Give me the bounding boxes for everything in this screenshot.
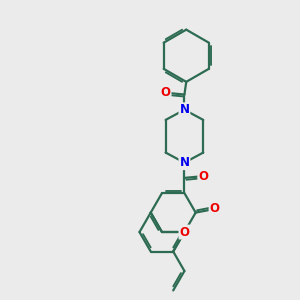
Text: O: O: [160, 86, 171, 99]
Text: O: O: [209, 202, 220, 215]
Text: N: N: [179, 103, 189, 116]
Text: O: O: [179, 226, 189, 238]
Text: N: N: [179, 156, 189, 169]
Text: O: O: [198, 169, 208, 183]
